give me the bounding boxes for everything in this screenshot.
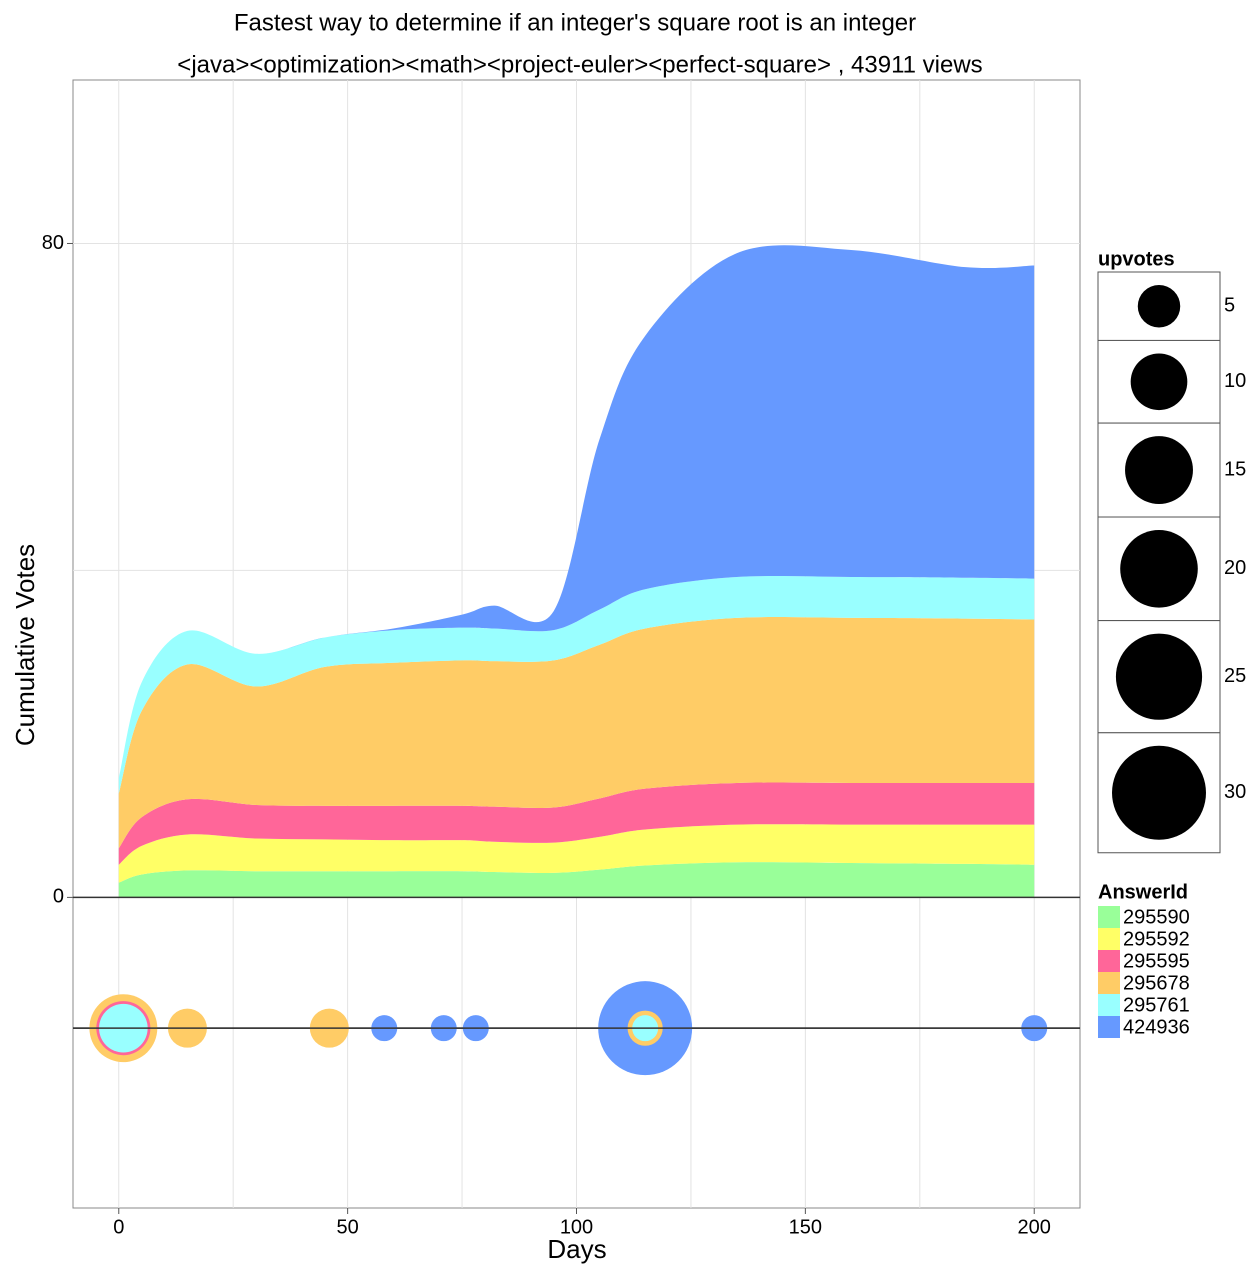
x-axis-label: Days bbox=[547, 1234, 606, 1264]
stream-layer bbox=[118, 245, 1035, 779]
stream-layer bbox=[118, 862, 1035, 898]
color-legend-title: AnswerId bbox=[1098, 881, 1188, 903]
legend-label: 295678 bbox=[1123, 972, 1190, 994]
chart-subtitle: <java><optimization><math><project-euler… bbox=[177, 51, 982, 78]
legend-swatch bbox=[1098, 928, 1120, 950]
size-legend-label: 25 bbox=[1224, 665, 1246, 687]
x-tick-label: 150 bbox=[789, 1216, 822, 1238]
size-legend-label: 15 bbox=[1224, 458, 1246, 480]
size-legend-circle bbox=[1112, 745, 1206, 840]
x-tick-label: 50 bbox=[337, 1216, 359, 1238]
size-legend-label: 20 bbox=[1224, 557, 1246, 579]
size-legend-circle bbox=[1115, 633, 1203, 720]
size-legend-circle bbox=[1125, 436, 1193, 505]
size-legend-circle bbox=[1137, 285, 1181, 328]
stream-layer bbox=[118, 824, 1035, 883]
size-legend-label: 10 bbox=[1224, 370, 1246, 392]
y-tick-label: 80 bbox=[42, 232, 64, 254]
size-legend-label: 30 bbox=[1224, 781, 1246, 803]
legend-label: 295595 bbox=[1123, 950, 1190, 972]
size-legend-label: 5 bbox=[1224, 295, 1235, 317]
size-legend-circle bbox=[1130, 353, 1188, 411]
x-tick-label: 200 bbox=[1018, 1216, 1051, 1238]
legend-swatch bbox=[1098, 972, 1120, 994]
x-tick-label: 0 bbox=[113, 1216, 124, 1238]
y-axis-label: Cumulative Votes bbox=[10, 544, 40, 746]
legend-label: 295590 bbox=[1123, 906, 1190, 928]
legend-label: 295761 bbox=[1123, 994, 1190, 1016]
legend-swatch bbox=[1098, 906, 1120, 928]
legend-label: 295592 bbox=[1123, 928, 1190, 950]
size-legend-circle bbox=[1120, 530, 1198, 608]
chart-title: Fastest way to determine if an integer's… bbox=[234, 9, 916, 36]
legend-swatch bbox=[1098, 1016, 1120, 1038]
stream-layer bbox=[118, 576, 1035, 794]
stream-layer bbox=[118, 782, 1035, 865]
y-tick-label: 0 bbox=[53, 886, 64, 908]
legend-swatch bbox=[1098, 950, 1120, 972]
size-legend-title: upvotes bbox=[1098, 248, 1175, 270]
legend-swatch bbox=[1098, 994, 1120, 1016]
stream-layer bbox=[118, 617, 1035, 849]
legend-label: 424936 bbox=[1123, 1016, 1190, 1038]
x-tick-label: 100 bbox=[560, 1216, 593, 1238]
